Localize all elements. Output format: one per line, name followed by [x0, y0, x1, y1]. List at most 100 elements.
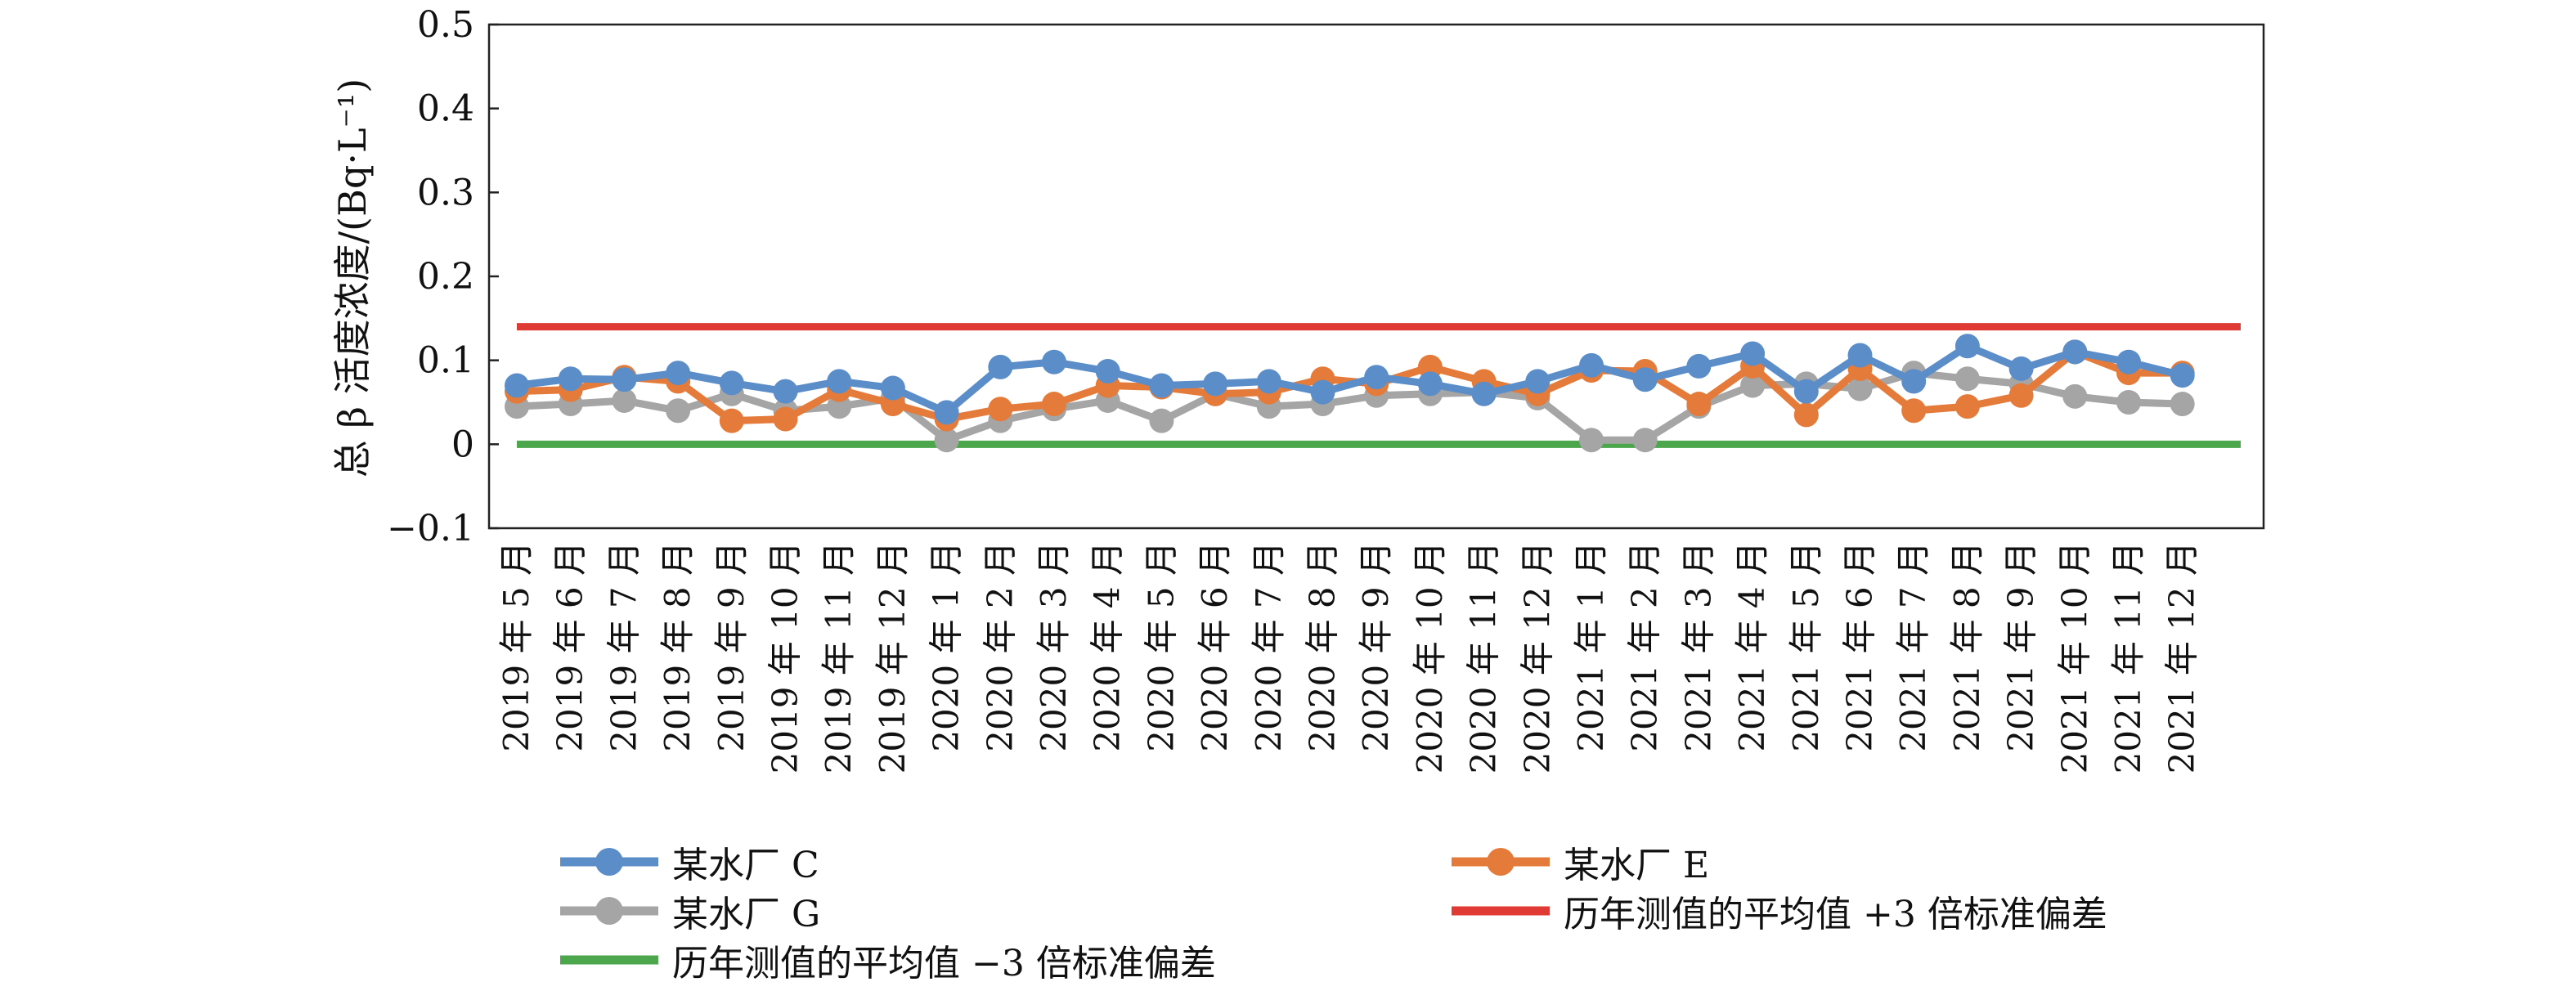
legend-swatch	[560, 897, 658, 925]
data-point	[1686, 392, 1712, 417]
x-tick-label: 2020 年 10 月	[1410, 541, 1450, 774]
data-point	[719, 408, 744, 433]
data-point	[988, 397, 1013, 422]
x-tick-label: 2019 年 11 月	[819, 541, 859, 774]
legend-marker	[1487, 848, 1515, 876]
legend-label: 某水厂 E	[1564, 845, 1710, 886]
y-tick-label: 0.4	[417, 88, 474, 130]
x-tick-label: 2020 年 6 月	[1195, 541, 1235, 752]
y-tick-label: 0.1	[417, 340, 474, 382]
data-point	[1847, 343, 1873, 368]
legend-label: 历年测值的平均值 −3 倍标准偏差	[672, 943, 1216, 984]
x-tick-label: 2021 年 12 月	[2162, 541, 2202, 774]
legend-label: 某水厂 G	[672, 894, 821, 935]
x-tick-label: 2019 年 5 月	[496, 541, 536, 752]
x-axis: 2019 年 5 月 2019 年 6 月 2019 年 7 月 2019 年 8 月…	[496, 541, 2202, 774]
y-tick-label: 0	[451, 424, 474, 465]
data-point	[666, 361, 691, 386]
x-tick-label: 2021 年 4 月	[1732, 541, 1772, 752]
data-point	[1525, 369, 1551, 394]
data-point	[1042, 392, 1066, 417]
data-point	[2116, 349, 2141, 374]
legend-item: 某水厂 E	[1447, 836, 1709, 888]
data-point	[1310, 379, 1335, 405]
data-point	[1686, 353, 1712, 379]
data-point	[1471, 381, 1497, 406]
data-point	[934, 428, 959, 453]
x-tick-label: 2020 年 11 月	[1464, 541, 1504, 774]
data-point	[1149, 408, 1174, 433]
legend-item: 某水厂 G	[556, 885, 820, 937]
x-tick-label: 2021 年 5 月	[1786, 541, 1826, 752]
legend-marker	[595, 897, 623, 925]
x-tick-label: 2021 年 2 月	[1625, 541, 1665, 752]
data-point	[2062, 339, 2088, 365]
legend-item: 某水厂 C	[556, 836, 819, 888]
data-point	[666, 398, 691, 424]
data-point	[612, 367, 637, 392]
data-point	[1793, 379, 1819, 404]
x-tick-label: 2020 年 7 月	[1249, 541, 1289, 752]
data-point	[827, 369, 852, 394]
legend-swatch	[560, 848, 658, 876]
x-tick-label: 2021 年 11 月	[2108, 541, 2148, 774]
legend-swatch	[1452, 906, 1550, 916]
legend-label: 历年测值的平均值 +3 倍标准偏差	[1564, 894, 2107, 935]
x-tick-label: 2020 年 1 月	[927, 541, 967, 752]
data-point	[505, 373, 529, 398]
data-point	[1954, 394, 1980, 419]
x-tick-label: 2019 年 7 月	[604, 541, 644, 752]
x-tick-label: 2020 年 12 月	[1517, 541, 1557, 774]
data-point	[2008, 356, 2034, 381]
x-tick-label: 2020 年 4 月	[1088, 541, 1128, 752]
data-point	[1149, 373, 1174, 398]
y-tick-label: 0.3	[417, 172, 474, 213]
data-point	[1901, 398, 1927, 424]
y-axis: −0.1 0 0.1 0.2 0.3 0.4 0.5	[387, 4, 499, 549]
x-tick-label: 2019 年 6 月	[550, 541, 590, 752]
data-point	[1793, 402, 1819, 428]
data-point	[2008, 383, 2034, 408]
series	[505, 334, 2195, 425]
data-point	[2062, 383, 2088, 409]
legend-item: 历年测值的平均值 −3 倍标准偏差	[556, 934, 1216, 986]
y-axis-label: 总 β 活度浓度/(Bq·L⁻¹)	[330, 78, 375, 478]
x-tick-label: 2021 年 6 月	[1840, 541, 1880, 752]
data-point	[773, 406, 798, 432]
x-tick-label: 2020 年 3 月	[1034, 541, 1074, 752]
data-point	[1042, 349, 1066, 374]
legend-swatch	[1452, 848, 1550, 876]
x-tick-label: 2020 年 9 月	[1356, 541, 1396, 752]
series-layer	[505, 323, 2241, 453]
data-point	[1579, 428, 1604, 453]
data-point	[880, 375, 905, 401]
x-tick-label: 2021 年 10 月	[2054, 541, 2094, 774]
data-point	[1364, 365, 1389, 390]
plot-frame	[487, 23, 2265, 530]
data-point	[934, 400, 959, 425]
data-point	[558, 366, 583, 392]
plot-area	[487, 23, 2265, 530]
legend-swatch	[560, 955, 658, 965]
data-point	[2170, 392, 2195, 417]
data-point	[1579, 352, 1604, 378]
data-point	[1417, 371, 1443, 397]
data-point	[1203, 371, 1228, 397]
x-tick-label: 2021 年 1 月	[1571, 541, 1611, 752]
data-point	[612, 388, 637, 413]
x-tick-label: 2019 年 8 月	[657, 541, 698, 752]
x-tick-label: 2020 年 2 月	[980, 541, 1020, 752]
x-tick-label: 2021 年 7 月	[1893, 541, 1933, 752]
data-point	[1095, 359, 1120, 384]
data-point	[988, 354, 1013, 379]
data-point	[1740, 341, 1766, 366]
x-tick-label: 2020 年 5 月	[1141, 541, 1181, 752]
data-point	[1954, 366, 1980, 392]
x-tick-label: 2020 年 8 月	[1303, 541, 1343, 752]
x-tick-label: 2019 年 10 月	[765, 541, 806, 774]
y-tick-label: −0.1	[387, 508, 474, 549]
data-point	[1954, 334, 1980, 359]
x-tick-label: 2021 年 9 月	[2001, 541, 2041, 752]
data-point	[1847, 376, 1873, 401]
